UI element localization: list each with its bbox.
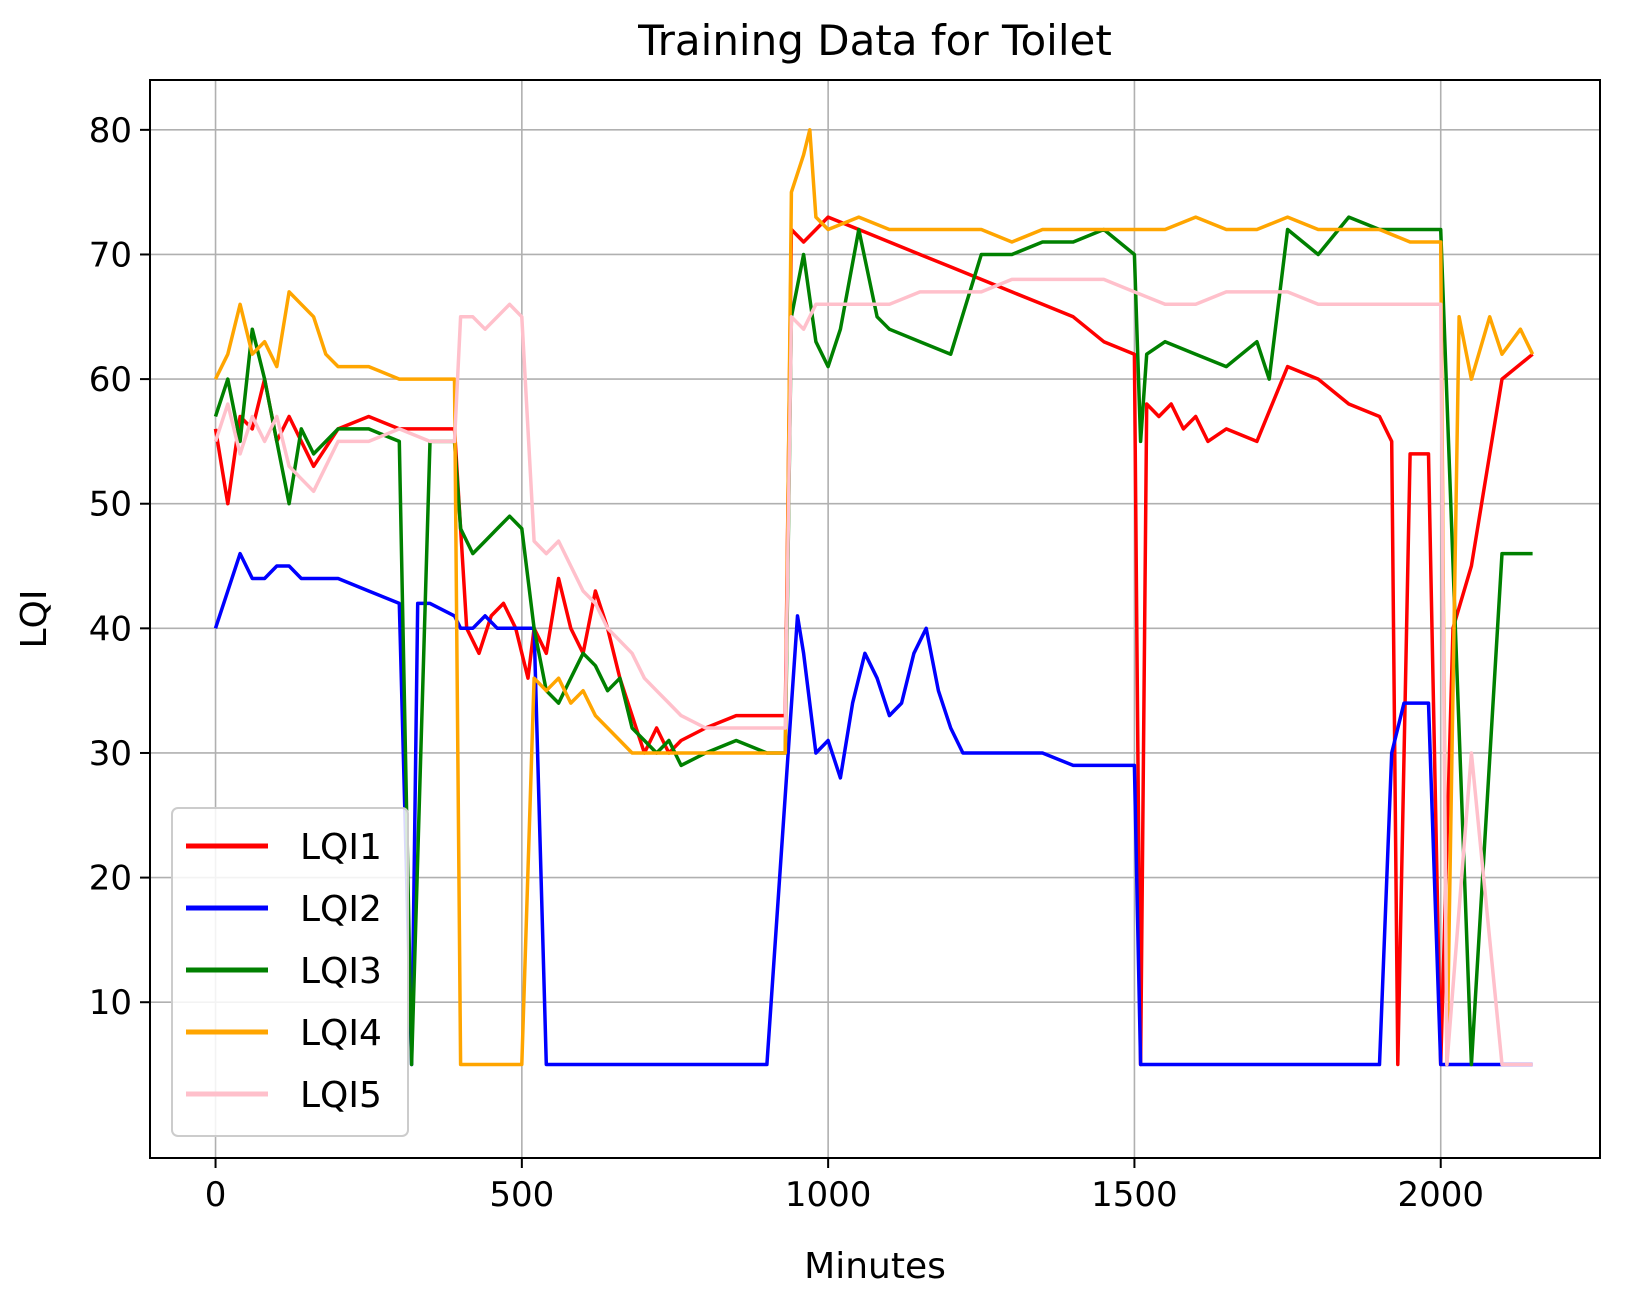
legend-label-lqi5: LQI5 bbox=[300, 1075, 382, 1116]
y-axis-label: LQI bbox=[14, 589, 55, 648]
x-tick-label: 0 bbox=[205, 1175, 227, 1215]
legend-label-lqi3: LQI3 bbox=[300, 951, 382, 992]
legend-label-lqi4: LQI4 bbox=[300, 1013, 382, 1054]
x-tick-label: 1500 bbox=[1091, 1175, 1178, 1215]
x-axis-label: Minutes bbox=[804, 1246, 946, 1287]
plot-frame bbox=[149, 79, 1601, 1159]
y-tick-label: 60 bbox=[89, 360, 132, 400]
y-tick-label: 10 bbox=[89, 983, 132, 1023]
ticks: 0 500 1000 1500 2000 10 20 30 40 50 60 70 80 bbox=[89, 111, 1484, 1215]
series-line-lqi2 bbox=[213, 551, 1533, 1067]
series-line-lqi4 bbox=[213, 128, 1535, 1067]
x-tick-label: 500 bbox=[489, 1175, 554, 1215]
legend-box bbox=[171, 807, 409, 1137]
chart-title: Training Data for Toilet bbox=[637, 16, 1112, 65]
y-tick-label: 40 bbox=[89, 609, 132, 649]
x-tick-label: 2000 bbox=[1397, 1175, 1484, 1215]
x-tick-label: 1000 bbox=[785, 1175, 872, 1215]
y-tick-label: 20 bbox=[89, 859, 132, 899]
y-tick-label: 80 bbox=[89, 111, 132, 151]
grid bbox=[150, 80, 1600, 1158]
y-tick-label: 50 bbox=[89, 485, 132, 525]
legend-label-lqi2: LQI2 bbox=[300, 889, 382, 930]
series-line-lqi5 bbox=[213, 277, 1533, 1067]
legend: LQI1 LQI2 LQI3 LQI4 LQI5 bbox=[171, 807, 409, 1137]
y-tick-label: 70 bbox=[89, 235, 132, 275]
y-tick-label: 30 bbox=[89, 734, 132, 774]
legend-label-lqi1: LQI1 bbox=[300, 827, 382, 868]
